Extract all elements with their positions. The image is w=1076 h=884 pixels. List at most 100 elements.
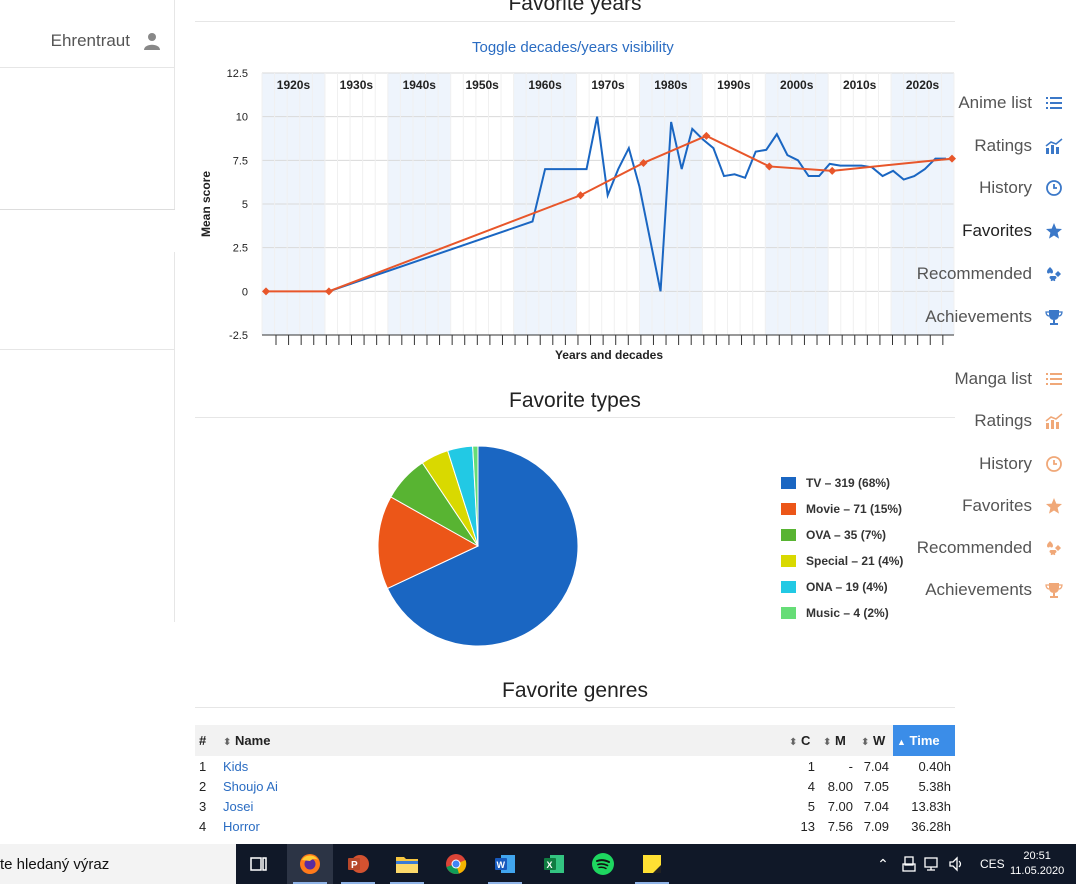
decade-point[interactable] <box>765 162 774 171</box>
toggle-decades-link[interactable]: Toggle decades/years visibility <box>472 39 674 56</box>
svg-text:W: W <box>497 860 506 870</box>
powerpoint-app[interactable]: P <box>335 844 381 884</box>
taskbar-search[interactable]: te hledaný výraz <box>0 844 236 884</box>
y-tick-label: 12.5 <box>227 68 248 80</box>
task-view-icon <box>250 857 267 871</box>
genres-title: Favorite genres <box>502 679 648 702</box>
col-time-sort[interactable]: ▲ Time <box>893 725 955 756</box>
history-icon <box>1046 180 1062 196</box>
chevron-up-icon[interactable]: ⌃ <box>877 855 889 872</box>
col-c-sort[interactable]: ⬍ C <box>785 725 819 756</box>
legend-item[interactable]: Movie – 71 (15%) <box>781 496 903 522</box>
decade-point[interactable] <box>262 287 270 296</box>
list-icon <box>1046 97 1062 109</box>
legend-item[interactable]: ONA – 19 (4%) <box>781 574 903 600</box>
decade-point[interactable] <box>639 158 648 167</box>
decade-point[interactable] <box>702 131 711 140</box>
active-underline <box>293 882 327 884</box>
pie-slice[interactable] <box>386 445 579 647</box>
firefox-icon <box>300 854 320 874</box>
cell-rank: 4 <box>199 818 207 834</box>
manga-nav-history[interactable]: History <box>889 444 1064 484</box>
legend-item[interactable]: TV – 319 (68%) <box>781 470 903 496</box>
decade-label: 1980s <box>654 78 688 92</box>
anime-nav-favorites[interactable]: Favorites <box>889 211 1064 251</box>
nav-label: Manga list <box>954 369 1032 388</box>
y-tick-label: 2.5 <box>233 243 248 255</box>
anime-nav-anime-list[interactable]: Anime list <box>889 83 1064 123</box>
decade-point[interactable] <box>324 287 333 296</box>
manga-nav-achievements[interactable]: Achievements <box>889 570 1064 610</box>
sticky-notes-app[interactable] <box>629 844 675 884</box>
col-w-sort[interactable]: ⬍ W <box>857 725 893 756</box>
years-chart: 12.5 10 7.5 5 2.5 0 -2.5 1920s 1930s 1940s 1950s 19… <box>199 68 956 362</box>
legend-swatch <box>781 477 796 489</box>
pie-slice[interactable] <box>377 496 480 590</box>
cell-m: - <box>848 758 853 774</box>
manga-nav-recommended[interactable]: Recommended <box>889 528 1064 568</box>
explorer-app[interactable] <box>384 844 430 884</box>
list-icon <box>1046 373 1062 385</box>
cards-icon <box>1047 267 1061 282</box>
nav-label: Ratings <box>974 411 1032 430</box>
decade-label: 1920s <box>277 78 311 92</box>
legend-item[interactable]: Special – 21 (4%) <box>781 548 903 574</box>
pie-slice[interactable] <box>472 445 479 547</box>
legend-label: OVA – 35 (7%) <box>806 528 887 542</box>
decade-label: 2020s <box>906 78 940 92</box>
excel-app[interactable]: X <box>531 844 577 884</box>
decade-point[interactable] <box>828 166 837 175</box>
nav-label: Recommended <box>916 264 1032 283</box>
cell-m: 8.00 <box>827 778 853 794</box>
legend-label: Movie – 71 (15%) <box>806 502 903 516</box>
network-icon[interactable] <box>924 856 942 872</box>
firefox-app[interactable] <box>287 844 333 884</box>
cell-c: 4 <box>807 778 815 794</box>
language-indicator[interactable]: CES <box>980 857 1005 871</box>
decade-point[interactable] <box>576 191 585 200</box>
legend-item[interactable]: OVA – 35 (7%) <box>781 522 903 548</box>
cell-name: Shoujo Ai <box>219 776 785 796</box>
col-name-sort[interactable]: ⬍ Name <box>219 725 785 756</box>
cell-name: Horror <box>219 816 785 836</box>
divider <box>195 707 955 708</box>
task-view-button[interactable] <box>236 844 282 884</box>
y-tick-label: 5 <box>242 199 248 211</box>
ratings-chart-icon <box>1045 413 1063 429</box>
genre-link[interactable]: Horror <box>223 818 260 834</box>
cell-rank: 2 <box>199 778 207 794</box>
spotify-icon <box>592 853 614 875</box>
chrome-app[interactable] <box>433 844 479 884</box>
legend-swatch <box>781 607 796 619</box>
col-m-sort[interactable]: ⬍ M <box>819 725 857 756</box>
manga-nav-favorites[interactable]: Favorites <box>889 486 1064 526</box>
decade-label: 2010s <box>843 78 877 92</box>
genre-link[interactable]: Shoujo Ai <box>223 778 278 794</box>
divider <box>0 67 174 68</box>
star-icon <box>1046 498 1062 514</box>
manga-nav-ratings[interactable]: Ratings <box>889 401 1064 441</box>
anime-nav-history[interactable]: History <box>889 168 1064 208</box>
y-tick-label: -2.5 <box>229 330 248 342</box>
word-app[interactable]: W <box>482 844 528 884</box>
search-text: te hledaný výraz <box>0 855 110 873</box>
spotify-app[interactable] <box>580 844 626 884</box>
cell-time: 13.83h <box>911 798 951 814</box>
anime-nav-achievements[interactable]: Achievements <box>889 297 1064 337</box>
sort-icon: ⬍ <box>789 737 798 748</box>
legend-swatch <box>781 529 796 541</box>
nav-label: History <box>979 178 1032 197</box>
clock[interactable]: 20:51 11.05.2020 <box>1010 844 1064 884</box>
usb-device-icon[interactable] <box>902 856 916 872</box>
manga-nav-manga-list[interactable]: Manga list <box>889 359 1064 399</box>
genre-link[interactable]: Kids <box>223 758 249 774</box>
star-icon <box>1046 223 1062 239</box>
anime-nav-recommended[interactable]: Recommended <box>889 254 1064 294</box>
genre-link[interactable]: Josei <box>223 798 254 814</box>
speaker-icon[interactable] <box>948 856 966 872</box>
anime-nav-ratings[interactable]: Ratings <box>889 126 1064 166</box>
user-profile-link[interactable]: Ehrentraut <box>0 21 162 61</box>
legend-label: ONA – 19 (4%) <box>806 580 888 594</box>
legend-item[interactable]: Music – 4 (2%) <box>781 600 903 626</box>
decade-point[interactable] <box>948 154 956 163</box>
